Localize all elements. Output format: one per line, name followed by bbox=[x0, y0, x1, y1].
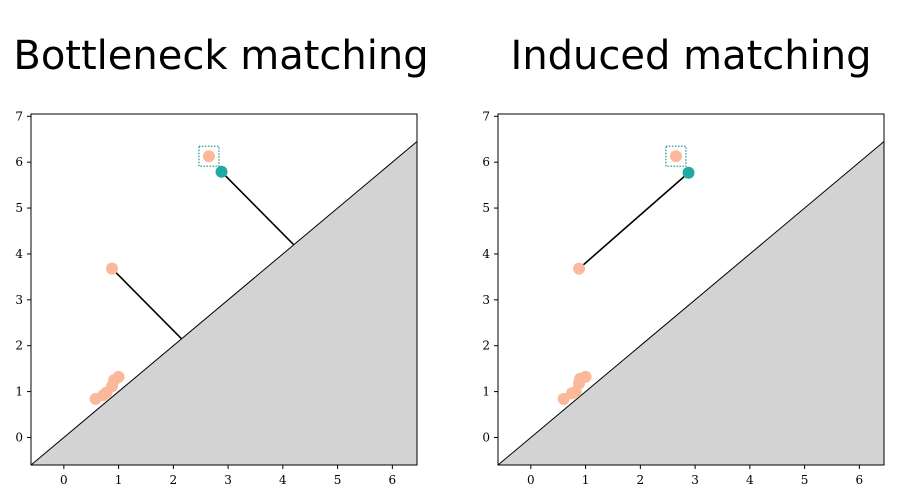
y-tick-label: 1 bbox=[15, 385, 23, 399]
x-tick-label: 3 bbox=[224, 473, 232, 487]
data-point bbox=[112, 370, 125, 383]
x-tick-label: 3 bbox=[691, 473, 699, 487]
y-tick-label: 3 bbox=[15, 293, 23, 307]
x-tick-label: 1 bbox=[582, 473, 590, 487]
data-point bbox=[579, 370, 592, 383]
diagonal-line bbox=[31, 141, 417, 465]
y-tick-label: 5 bbox=[15, 201, 23, 215]
data-point bbox=[106, 262, 119, 275]
x-tick-label: 5 bbox=[334, 473, 342, 487]
matching-line bbox=[111, 268, 183, 340]
y-tick-label: 2 bbox=[482, 339, 490, 353]
matching-line bbox=[578, 172, 690, 270]
axes-frame bbox=[30, 113, 418, 466]
x-tick-label: 2 bbox=[637, 473, 645, 487]
y-tick-label: 0 bbox=[15, 430, 23, 444]
highlight-data-point bbox=[215, 165, 228, 178]
diagonal-line bbox=[498, 141, 884, 465]
x-tick-label: 2 bbox=[170, 473, 178, 487]
left-chart-panel: 0 1 2 3 4 5 6 0 1 2 3 4 5 6 7 bbox=[15, 109, 418, 487]
right-chart-title: Induced matching bbox=[511, 33, 872, 79]
y-tick-label: 4 bbox=[482, 247, 490, 261]
axes-frame bbox=[497, 113, 885, 466]
highlight-box bbox=[665, 145, 687, 167]
y-tick-label: 2 bbox=[15, 339, 23, 353]
y-tick-label: 6 bbox=[15, 155, 23, 169]
y-tick-label: 7 bbox=[482, 109, 490, 123]
y-tick-label: 4 bbox=[15, 247, 23, 261]
highlight-box bbox=[198, 145, 220, 167]
x-tick-label: 0 bbox=[527, 473, 535, 487]
x-tick-label: 4 bbox=[279, 473, 287, 487]
left-chart-title: Bottleneck matching bbox=[13, 33, 428, 79]
y-tick-label: 5 bbox=[482, 201, 490, 215]
matching-line bbox=[220, 171, 295, 246]
y-tick-label: 1 bbox=[482, 385, 490, 399]
x-tick-label: 4 bbox=[746, 473, 754, 487]
x-tick-label: 5 bbox=[801, 473, 809, 487]
y-tick-label: 7 bbox=[15, 109, 23, 123]
y-tick-label: 3 bbox=[482, 293, 490, 307]
data-point bbox=[573, 262, 586, 275]
x-tick-label: 6 bbox=[389, 473, 397, 487]
data-point bbox=[669, 150, 682, 163]
x-tick-label: 0 bbox=[60, 473, 68, 487]
x-tick-label: 6 bbox=[856, 473, 864, 487]
y-tick-label: 6 bbox=[482, 155, 490, 169]
x-tick-label: 1 bbox=[115, 473, 123, 487]
y-tick-label: 0 bbox=[482, 430, 490, 444]
right-chart-panel: 0 1 2 3 4 5 6 0 1 2 3 4 5 6 7 bbox=[482, 109, 885, 487]
data-point bbox=[202, 150, 215, 163]
highlight-data-point bbox=[682, 166, 695, 179]
